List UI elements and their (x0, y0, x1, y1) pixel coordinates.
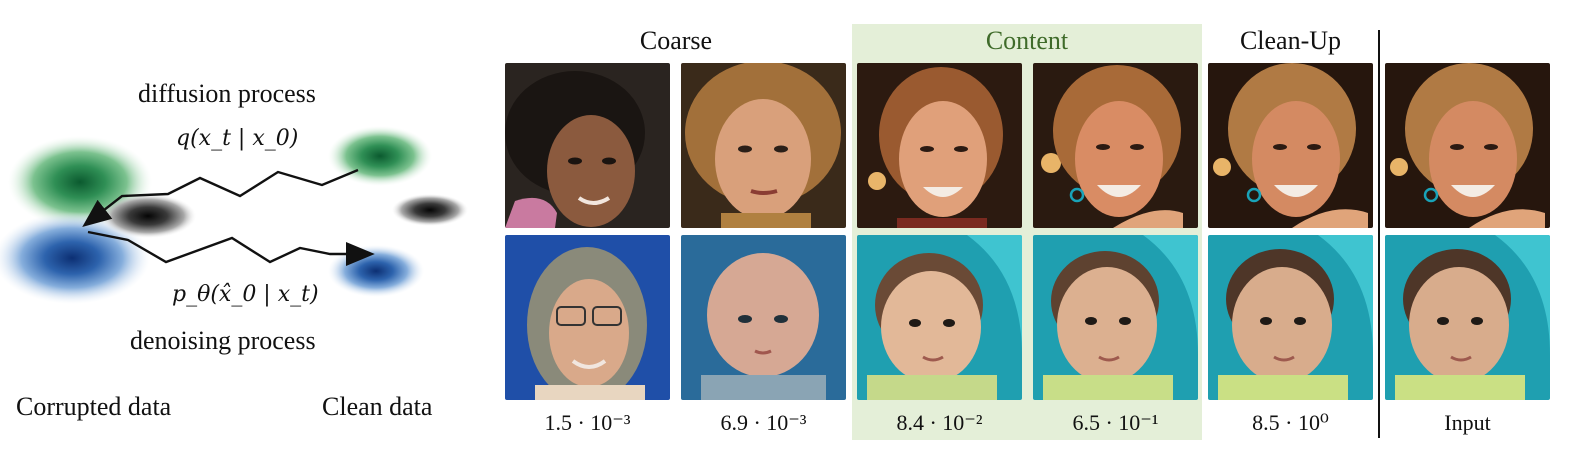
baby-face-image (681, 235, 846, 400)
tile-row1-col2 (681, 63, 846, 228)
denoising-arrow (87, 230, 375, 266)
diffusion-diagram: diffusion process q(x_t | x_0) p_θ(x̂_0 … (0, 0, 490, 451)
clean-gray-blob (392, 194, 468, 226)
diffusion-process-label: diffusion process (138, 79, 316, 108)
tile-row1-col5 (1208, 63, 1373, 228)
tile-row2-col2 (681, 235, 846, 400)
woman-face-image (857, 63, 1022, 228)
tile-row1-col3 (857, 63, 1022, 228)
baby-face-image (857, 235, 1022, 400)
tile-row2-col1 (505, 235, 670, 400)
value-label-col5: 8.5 · 10⁰ (1252, 410, 1329, 435)
baby-face-image (1033, 235, 1198, 400)
value-label-col3: 8.4 · 10⁻² (896, 410, 983, 435)
denoising-process-label: denoising process (130, 326, 316, 355)
baby-face-image (1385, 235, 1550, 400)
tile-row2-col6 (1385, 235, 1550, 400)
reverse-formula: p_θ(x̂_0 | x_t) (172, 282, 319, 307)
corrupted-blue-blob (0, 212, 150, 304)
tile-row2-col3 (857, 235, 1022, 400)
woman-face-image (1033, 63, 1198, 228)
woman-face-image (1385, 63, 1550, 228)
corrupted-gray-blob (100, 194, 196, 238)
corrupted-data-label: Corrupted data (16, 392, 172, 421)
baby-face-image (1208, 235, 1373, 400)
woman-face-image (681, 63, 846, 228)
woman-with-glasses-image (505, 235, 670, 400)
value-label-col4: 6.5 · 10⁻¹ (1072, 410, 1159, 435)
value-label-col2: 6.9 · 10⁻³ (720, 410, 807, 435)
group-label-content: Content (985, 26, 1069, 55)
tile-row1-col1 (505, 63, 670, 228)
group-label-coarse: Coarse (639, 26, 713, 55)
tile-row1-col4 (1033, 63, 1198, 228)
forward-formula: q(x_t | x_0) (176, 126, 299, 151)
clean-data-label: Clean data (322, 392, 433, 421)
tile-row2-col5 (1208, 235, 1373, 400)
woman-face-image (1208, 63, 1373, 228)
input-separator (1378, 30, 1380, 438)
diffusion-diagram-canvas (0, 126, 468, 304)
value-label-col1: 1.5 · 10⁻³ (544, 410, 631, 435)
value-label-input: Input (1444, 410, 1491, 435)
diffusion-arrow (82, 168, 359, 227)
tile-row1-col6 (1385, 63, 1550, 228)
woman-face-image (505, 63, 670, 228)
tile-row2-col4 (1033, 235, 1198, 400)
group-label-clean-up: Clean-Up (1239, 26, 1342, 55)
